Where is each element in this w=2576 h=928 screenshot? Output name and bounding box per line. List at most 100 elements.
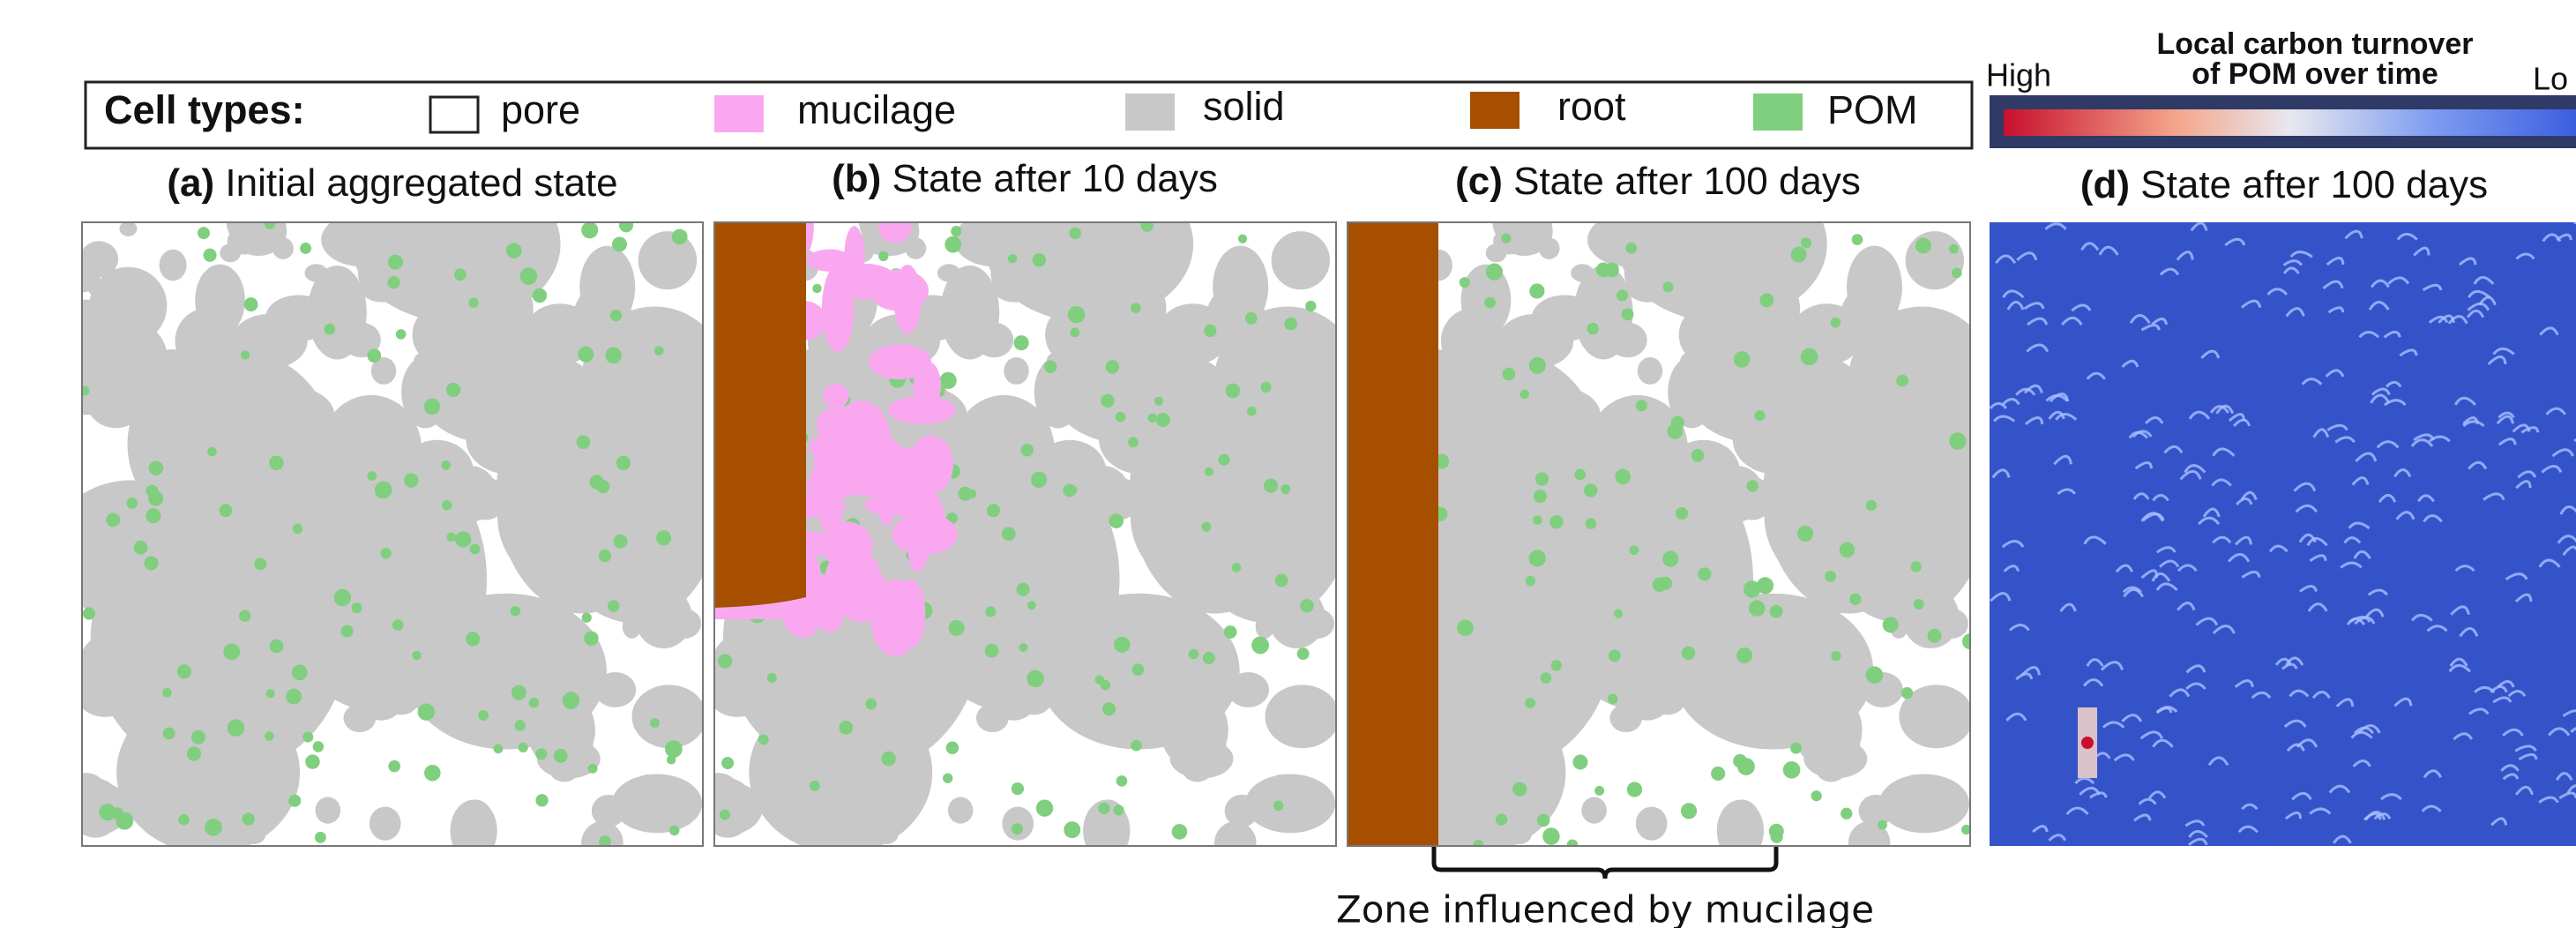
pom-cell: [945, 236, 961, 253]
pom-cell: [286, 689, 302, 705]
pom-cell: [582, 613, 592, 623]
solid-grain: [1146, 474, 1185, 526]
solid-grain: [77, 633, 139, 713]
pom-cell: [418, 703, 435, 720]
pom-cell: [577, 436, 590, 449]
pom-cell: [619, 218, 633, 232]
pom-cell: [1501, 233, 1511, 243]
pom-cell: [1659, 577, 1672, 590]
pom-cell: [1473, 840, 1483, 850]
solid-grain: [160, 250, 187, 281]
solid-grain: [80, 241, 118, 277]
pom-cell: [614, 535, 628, 549]
solid-grain: [1265, 685, 1340, 748]
pom-cell: [767, 673, 777, 683]
pom-cell: [177, 664, 191, 678]
pom-cell: [1036, 799, 1053, 816]
pom-cell: [1526, 576, 1535, 586]
pom-cell: [650, 718, 660, 728]
solid-grain: [1470, 348, 1497, 376]
pom-cell: [1825, 571, 1836, 582]
pom-cell: [265, 731, 274, 741]
pom-cell: [1617, 289, 1628, 301]
colorbar-high: High: [1986, 57, 2051, 94]
pom-cell: [1636, 400, 1647, 411]
pom-cell: [288, 795, 301, 807]
solid-grain: [1004, 357, 1028, 385]
solid-grain: [277, 560, 325, 595]
pom-cell: [511, 685, 526, 700]
mucilage: [818, 482, 843, 535]
panel-letter: (a): [167, 161, 214, 205]
pom-cell: [1131, 303, 1141, 313]
solid-grain: [1585, 674, 1609, 700]
pom-cell: [1604, 263, 1619, 278]
pom-cell: [1033, 253, 1046, 266]
solid-grain: [1099, 477, 1139, 520]
solid-grain: [1543, 560, 1592, 595]
pom-cell: [1284, 318, 1297, 331]
pom-cell: [584, 631, 599, 646]
pom-cell: [946, 742, 959, 755]
pom-cell: [578, 347, 594, 363]
solid-grain: [405, 504, 464, 550]
pom-cell: [1116, 412, 1126, 423]
pom-cell: [146, 485, 159, 498]
pom-cell: [1014, 335, 1029, 350]
pom-cell: [494, 744, 504, 753]
pom-cell: [1840, 543, 1855, 558]
pom-cell: [1849, 594, 1861, 605]
pom-cell: [1070, 328, 1079, 338]
pom-cell: [455, 531, 471, 547]
pom-cell: [1098, 803, 1109, 814]
solid-grain: [1273, 510, 1315, 543]
pom-cell: [1101, 394, 1114, 408]
panels: [12, 166, 2576, 864]
solid-grain: [1859, 795, 1893, 827]
pom-cell: [1201, 522, 1211, 532]
solid-grain: [1571, 264, 1594, 281]
pom-cell: [563, 692, 580, 709]
pom-cell: [424, 765, 441, 782]
panel-title: (c) State after 100 days: [1455, 160, 1861, 203]
solid-grain: [450, 800, 497, 862]
pom-cell: [470, 543, 481, 554]
solid-grain: [1539, 237, 1560, 259]
pom-cell: [1533, 515, 1542, 525]
legend-swatch: [714, 95, 764, 132]
panel-text: State after 100 days: [2140, 163, 2488, 206]
solid-grain: [319, 674, 343, 700]
solid-grain: [701, 778, 753, 838]
solid-grain: [514, 474, 553, 526]
pom-cell: [951, 226, 961, 236]
pom-cell: [324, 324, 335, 335]
pom-cell: [654, 346, 664, 355]
solid-grain: [1245, 775, 1335, 834]
pom-cell: [1586, 518, 1597, 529]
pom-cell: [191, 730, 205, 745]
pom-cell: [446, 533, 455, 542]
solid-grain: [974, 323, 1013, 358]
solid-grain: [638, 231, 697, 289]
pom-cell: [223, 643, 240, 660]
pom-cell: [1305, 301, 1316, 311]
colorbar-title: Local carbon turnover: [2157, 27, 2474, 61]
colorbar: [2004, 109, 2576, 136]
pom-cell: [1063, 484, 1076, 498]
pom-cell: [396, 329, 407, 340]
pom-cell: [424, 399, 440, 415]
solid-grain: [87, 279, 108, 297]
solid-grain: [635, 587, 692, 648]
legend-label: root: [1557, 84, 1626, 129]
pom-cell: [656, 530, 671, 545]
pom-cell: [881, 752, 895, 766]
solid-grain: [1906, 231, 1964, 289]
pom-cell: [839, 721, 853, 735]
pom-cell: [1759, 293, 1773, 307]
solid-grain: [500, 384, 573, 454]
pom-cell: [1625, 243, 1637, 254]
pom-cell: [1017, 583, 1030, 596]
solid-grain: [1504, 379, 1534, 410]
pom-cell: [1883, 617, 1899, 632]
pom-cell: [1020, 444, 1033, 456]
